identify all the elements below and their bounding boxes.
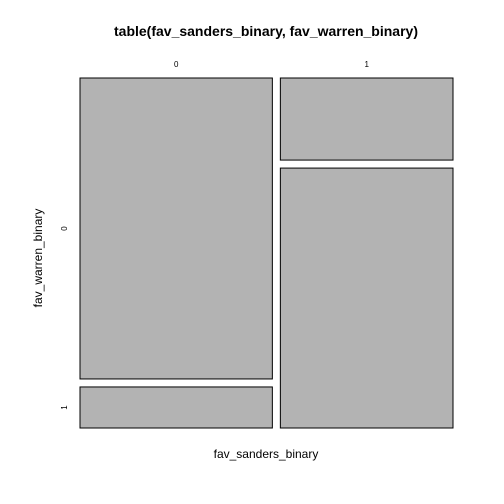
mosaic-tile-x0-y0	[79, 77, 273, 380]
y-tick-label: 1	[60, 405, 69, 410]
x-tick-label: 0	[174, 60, 179, 69]
mosaic-tile-x0-y1	[79, 386, 273, 429]
chart-title: table(fav_sanders_binary, fav_warren_bin…	[114, 23, 418, 39]
mosaic-tile-x1-y1	[279, 167, 454, 429]
y-axis-label: fav_warren_binary	[31, 209, 45, 308]
y-tick-label: 0	[60, 226, 69, 231]
x-axis-label: fav_sanders_binary	[214, 447, 319, 461]
tick-labels: 0 0 1 1	[60, 60, 369, 410]
mosaic-tiles	[79, 77, 454, 429]
x-tick-label: 1	[364, 60, 369, 69]
mosaic-tile-x1-y0	[279, 77, 454, 161]
